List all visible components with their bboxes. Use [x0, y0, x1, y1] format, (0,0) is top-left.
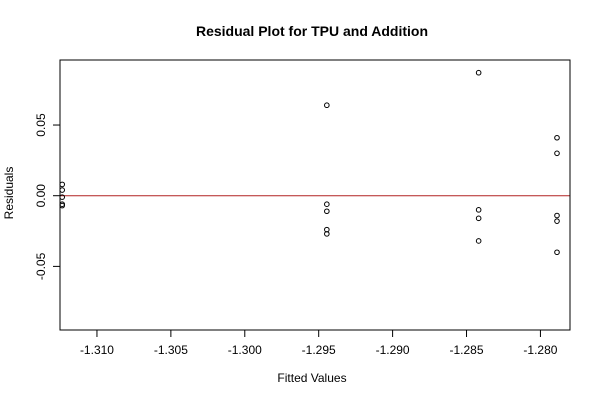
y-tick-label: 0.00 [34, 184, 48, 208]
data-points [59, 69, 560, 256]
x-axis-label: Fitted Values [277, 371, 346, 385]
data-point [324, 102, 330, 109]
data-point [59, 181, 66, 188]
y-axis-label: Residuals [2, 167, 16, 220]
x-axis: -1.310 -1.305 -1.300 -1.295 -1.290 -1.285 -1.2… [80, 330, 558, 357]
x-tick-label: -1.295 [302, 343, 336, 357]
data-point [554, 212, 560, 219]
x-tick-label: -1.285 [450, 343, 484, 357]
data-point [324, 201, 330, 207]
x-tick-label: -1.310 [80, 343, 114, 357]
data-point [554, 249, 560, 256]
data-point [59, 187, 66, 193]
x-tick-label: -1.305 [154, 343, 188, 357]
data-point [554, 218, 560, 224]
y-tick-label: 0.05 [34, 113, 48, 137]
data-point [475, 215, 482, 222]
y-tick-label: -0.05 [34, 252, 48, 280]
x-tick-label: -1.290 [376, 343, 410, 357]
data-point [475, 69, 482, 76]
x-tick-label: -1.280 [523, 343, 557, 357]
y-axis: -0.05 0.00 0.05 [34, 113, 60, 280]
data-point [324, 231, 330, 237]
data-point [554, 150, 560, 157]
data-point [475, 207, 482, 213]
x-tick-label: -1.300 [228, 343, 262, 357]
data-point [475, 238, 482, 244]
plot-frame [59, 59, 571, 331]
chart-title: Residual Plot for TPU and Addition [196, 23, 428, 39]
data-point [554, 134, 560, 141]
data-point [324, 208, 330, 215]
